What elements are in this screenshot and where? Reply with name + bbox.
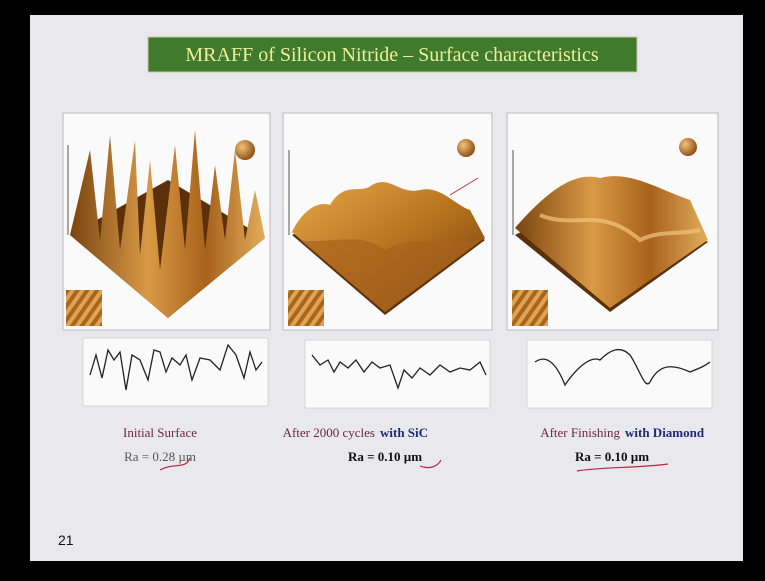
- surface-image: [283, 113, 492, 330]
- roughness: Ra = 0.28 µm: [124, 449, 196, 464]
- surface-image: [507, 113, 718, 330]
- caption: After Finishing: [540, 425, 620, 440]
- page: {"title": "MRAFF of Silicon Nitride – Su…: [0, 0, 765, 581]
- roughness: Ra = 0.10 µm: [348, 449, 422, 464]
- caption: Initial Surface: [123, 425, 197, 440]
- caption-emphasis: with SiC: [380, 425, 428, 440]
- profile-plot: [83, 338, 712, 408]
- slide-number: 21: [58, 532, 74, 548]
- slide-title: MRAFF of Silicon Nitride – Surface chara…: [185, 44, 598, 66]
- roughness: Ra = 0.10 µm: [575, 449, 649, 464]
- slide-frame: MRAFF of Silicon Nitride – Surface chara…: [0, 0, 765, 581]
- caption-emphasis: with Diamond: [625, 425, 705, 440]
- surface-image: [63, 113, 270, 330]
- caption: After 2000 cycles: [283, 425, 375, 440]
